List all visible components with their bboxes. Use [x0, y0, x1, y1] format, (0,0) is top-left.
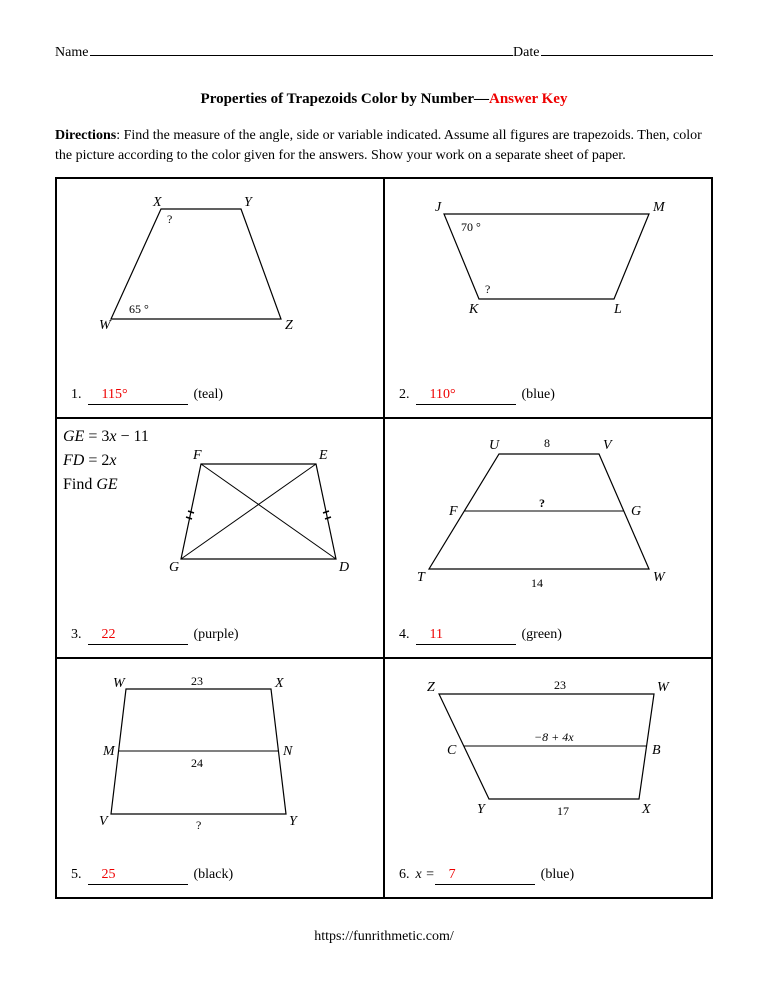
color-4: (green) [522, 627, 562, 643]
answer-1: 1. 115° (teal) [71, 387, 369, 405]
q5: ? [196, 818, 201, 832]
directions-label: Directions [55, 128, 116, 143]
grid-row: X Y W Z ? 65 ° 1. 115° (teal) J M [56, 178, 712, 418]
t4: 8 [544, 436, 550, 450]
lbl-F: F [192, 448, 202, 463]
lbl-F: F [448, 504, 458, 519]
b4: 14 [531, 576, 543, 590]
lbl-N5: N [282, 744, 293, 759]
a1: 65 ° [129, 302, 149, 316]
lbl-U: U [489, 438, 500, 453]
lbl-Y6: Y [477, 802, 487, 817]
directions-text: : Find the measure of the angle, side or… [55, 128, 702, 163]
num-6: 6. [399, 867, 410, 883]
color-2: (blue) [522, 387, 555, 403]
figure-2: J M K L 70 ° ? [399, 189, 697, 359]
name-field: Name [55, 40, 513, 61]
date-field: Date [513, 40, 713, 61]
num-1: 1. [71, 387, 82, 403]
lbl-E: E [318, 448, 328, 463]
directions: Directions: Find the measure of the angl… [55, 126, 713, 165]
lbl-W: W [99, 318, 112, 333]
b6: 17 [557, 804, 569, 818]
answer-4: 4. 11 (green) [399, 627, 697, 645]
problem-6: Z W C B Y X 23 −8 + 4x 17 6. x = 7 (blue… [384, 658, 712, 898]
lbl-G: G [631, 504, 641, 519]
lbl-V: V [603, 438, 613, 453]
lbl-V5: V [99, 814, 109, 829]
name-blank [90, 40, 513, 56]
grid-row: W X M N V Y 23 24 ? 5. 25 (black) [56, 658, 712, 898]
lbl-Z: Z [285, 318, 293, 333]
color-1: (teal) [194, 387, 224, 403]
lbl-X: X [152, 195, 162, 210]
m5: 24 [191, 756, 203, 770]
color-5: (black) [194, 867, 234, 883]
q1: ? [167, 212, 172, 226]
header: Name Date [55, 40, 713, 61]
m6: −8 + 4x [534, 730, 574, 744]
title-main: Properties of Trapezoids Color by Number… [201, 91, 489, 107]
ans-2: 110° [416, 387, 516, 405]
problem-5: W X M N V Y 23 24 ? 5. 25 (black) [56, 658, 384, 898]
lbl-Z6: Z [427, 680, 435, 695]
date-blank [541, 40, 713, 56]
figure-5: W X M N V Y 23 24 ? [71, 669, 369, 839]
num-4: 4. [399, 627, 410, 643]
name-label: Name [55, 45, 88, 61]
figure-3: F E G D [71, 429, 369, 599]
lbl-Y: Y [244, 195, 254, 210]
lbl-X5: X [274, 676, 284, 691]
lbl-B6: B [652, 743, 661, 758]
lbl-M5: M [102, 744, 116, 759]
t6: 23 [554, 678, 566, 692]
lbl-X6: X [641, 802, 651, 817]
title-key: Answer Key [489, 91, 567, 107]
t5: 23 [191, 674, 203, 688]
ans-3: 22 [88, 627, 188, 645]
lbl-D: D [338, 560, 349, 575]
q2: ? [485, 282, 490, 296]
num-5: 5. [71, 867, 82, 883]
lbl-J: J [435, 200, 442, 215]
figure-6: Z W C B Y X 23 −8 + 4x 17 [399, 669, 697, 839]
problem-3: GE = 3x − 11 FD = 2x Find GE F E G D [56, 418, 384, 658]
figure-4: U V F G T W 8 ? 14 [399, 429, 697, 599]
color-6: (blue) [541, 867, 574, 883]
answer-3: 3. 22 (purple) [71, 627, 369, 645]
lbl-L: L [613, 302, 622, 317]
lbl-Y5: Y [289, 814, 299, 829]
num-2: 2. [399, 387, 410, 403]
problem-1: X Y W Z ? 65 ° 1. 115° (teal) [56, 178, 384, 418]
answer-6: 6. x = 7 (blue) [399, 867, 697, 885]
page-title: Properties of Trapezoids Color by Number… [55, 91, 713, 108]
color-3: (purple) [194, 627, 239, 643]
ans-5: 25 [88, 867, 188, 885]
ans-6: 7 [435, 867, 535, 885]
date-label: Date [513, 45, 539, 61]
lbl-T: T [417, 570, 426, 585]
answer-5: 5. 25 (black) [71, 867, 369, 885]
lbl-W6: W [657, 680, 670, 695]
lbl-C6: C [447, 743, 457, 758]
lbl-W: W [653, 570, 666, 585]
num-3: 3. [71, 627, 82, 643]
ans-4: 11 [416, 627, 516, 645]
problem-2: J M K L 70 ° ? 2. 110° (blue) [384, 178, 712, 418]
lbl-G: G [169, 560, 179, 575]
a2: 70 ° [461, 220, 481, 234]
grid-row: GE = 3x − 11 FD = 2x Find GE F E G D [56, 418, 712, 658]
footer-url: https://funrithmetic.com/ [55, 929, 713, 945]
lbl-M: M [652, 200, 666, 215]
lbl-K: K [468, 302, 479, 317]
problem-4: U V F G T W 8 ? 14 4. 11 (green) [384, 418, 712, 658]
prefix-6: x = [416, 867, 435, 883]
q4: ? [539, 496, 545, 510]
answer-2: 2. 110° (blue) [399, 387, 697, 405]
ans-1: 115° [88, 387, 188, 405]
lbl-W5: W [113, 676, 126, 691]
problem-grid: X Y W Z ? 65 ° 1. 115° (teal) J M [55, 177, 713, 899]
figure-1: X Y W Z ? 65 ° [71, 189, 369, 359]
